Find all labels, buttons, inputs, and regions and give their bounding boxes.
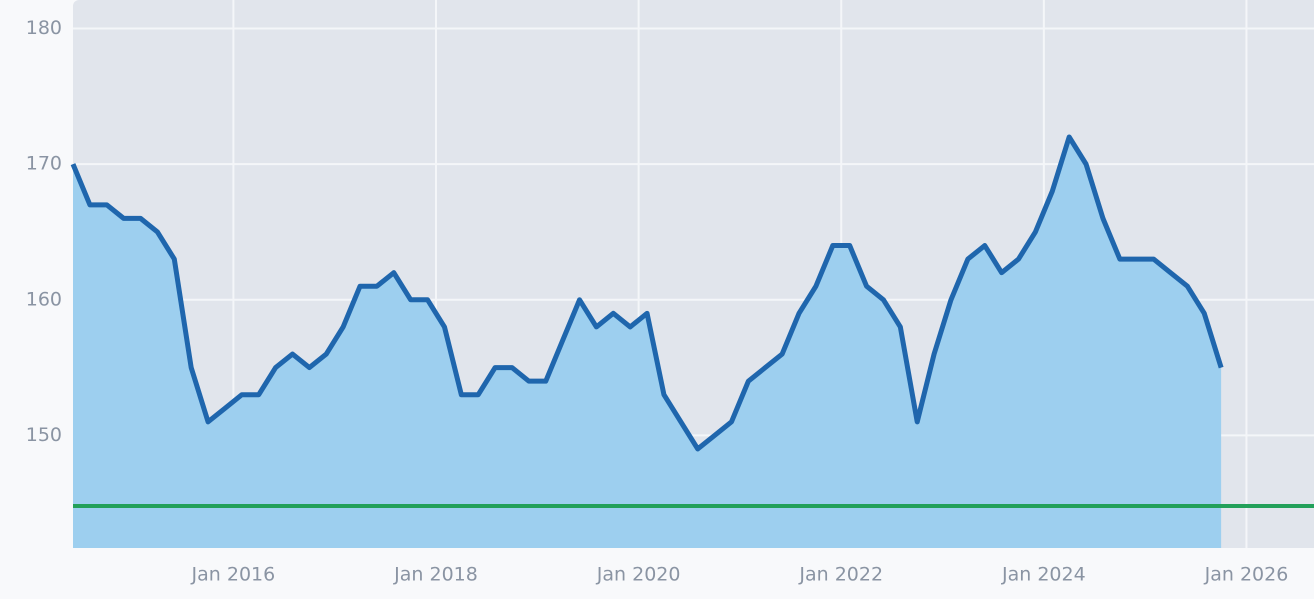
x-tick-label: Jan 2016 [191, 564, 276, 586]
y-tick-label: 170 [26, 153, 62, 175]
y-tick-label: 180 [26, 17, 62, 39]
x-tick-label: Jan 2022 [798, 564, 883, 586]
y-tick-label: 150 [26, 424, 62, 446]
x-tick-label: Jan 2020 [596, 564, 681, 586]
x-tick-label: Jan 2024 [1001, 564, 1086, 586]
area [73, 137, 1222, 548]
x-tick-label: Jan 2018 [393, 564, 478, 586]
x-tick-label: Jan 2026 [1204, 564, 1289, 586]
line [70, 134, 1224, 452]
y-tick-label: 160 [26, 288, 62, 310]
